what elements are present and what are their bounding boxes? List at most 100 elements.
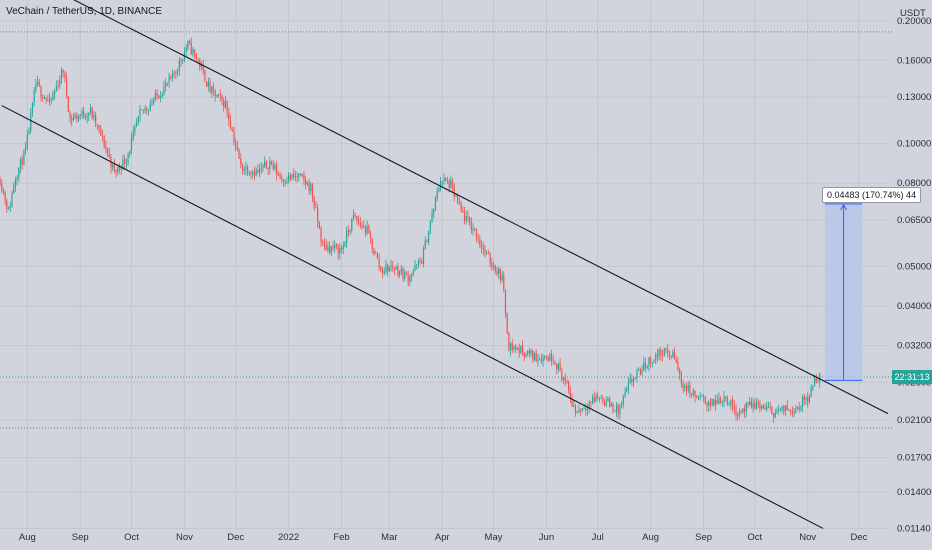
candle-down	[759, 403, 761, 409]
candle-up	[216, 94, 218, 97]
candle-up	[255, 169, 257, 176]
trendlines[interactable]	[1, 0, 889, 529]
price-tick-label: 0.01140	[897, 523, 931, 534]
price-tick-label: 0.08000	[897, 178, 931, 189]
candle-down	[421, 261, 423, 264]
candle-up	[813, 378, 816, 386]
grid	[0, 0, 888, 530]
candle-down	[202, 65, 204, 71]
candle-up	[498, 269, 500, 275]
candle-down	[445, 178, 447, 181]
time-tick-label: May	[485, 532, 503, 543]
candle-up	[533, 352, 536, 360]
candle-down	[305, 180, 307, 185]
candle-down	[568, 382, 570, 391]
candle-down	[270, 161, 273, 165]
upper-channel-trendline[interactable]	[67, 0, 889, 415]
candle-up	[450, 180, 452, 188]
price-tick-label: 0.20000	[897, 16, 931, 27]
candle-down	[340, 248, 343, 250]
candle-down	[733, 406, 735, 410]
candle-down	[639, 369, 641, 375]
candle-up	[52, 93, 54, 100]
candle-down	[791, 410, 793, 414]
candle-down	[320, 228, 322, 242]
candle-up	[14, 179, 16, 188]
candle-up	[527, 350, 529, 355]
candle-down	[272, 164, 274, 169]
candle-down	[460, 203, 462, 211]
candle-up	[684, 385, 686, 389]
candle-down	[226, 101, 228, 113]
candle-down	[504, 289, 507, 314]
symbol-title[interactable]: VeChain / TetherUS, 1D, BINANCE	[6, 6, 162, 17]
candle-up	[258, 168, 261, 173]
candle-up	[429, 222, 431, 231]
candle-down	[356, 216, 358, 221]
candle-up	[159, 96, 162, 99]
candle-down	[303, 175, 305, 181]
candle-down	[511, 343, 513, 350]
candle-up	[655, 354, 657, 360]
candle-up	[692, 390, 694, 395]
candle-down	[673, 352, 676, 360]
candle-down	[735, 409, 737, 416]
candle-down	[405, 272, 408, 275]
candle-down	[223, 99, 225, 108]
time-tick-label: Sep	[695, 532, 712, 543]
candle-down	[325, 244, 327, 251]
candle-down	[250, 173, 252, 175]
lower-channel-trendline[interactable]	[1, 105, 824, 529]
candle-down	[120, 168, 122, 170]
candle-down	[381, 269, 384, 273]
candle-up	[646, 366, 648, 368]
candle-up	[544, 356, 546, 358]
candle-up	[501, 275, 503, 280]
candle-up	[344, 243, 346, 246]
candle-up	[26, 134, 28, 148]
candle-down	[375, 253, 377, 255]
candle-down	[359, 221, 361, 225]
measure-tool[interactable]	[824, 203, 863, 381]
time-tick-label: Dec	[227, 532, 244, 543]
candle-up	[749, 401, 751, 405]
candle-down	[740, 411, 742, 412]
candle-up	[330, 245, 332, 253]
candle-down	[195, 53, 197, 59]
candle-down	[552, 360, 554, 362]
candle-down	[702, 395, 705, 397]
candle-up	[615, 405, 618, 412]
candle-down	[257, 169, 259, 173]
candle-up	[516, 347, 519, 350]
candle-up	[607, 398, 609, 402]
candle-up	[151, 103, 153, 105]
candle-down	[689, 384, 691, 395]
candle-down	[426, 240, 428, 243]
candle-down	[113, 164, 116, 171]
candle-up	[443, 178, 445, 181]
candle-down	[281, 177, 283, 180]
candle-down	[477, 238, 479, 241]
candle-up	[93, 115, 95, 118]
price-tick-label: 0.16000	[897, 55, 931, 66]
candle-up	[252, 171, 254, 175]
candle-down	[713, 398, 715, 406]
candle-up	[663, 348, 665, 356]
candle-down	[706, 403, 708, 406]
candle-up	[812, 385, 814, 388]
candle-down	[535, 352, 537, 361]
candle-down	[593, 397, 595, 402]
candle-up	[130, 138, 133, 151]
candle-down	[190, 42, 192, 55]
candle-down	[559, 363, 561, 371]
candle-up	[23, 150, 25, 165]
candle-down	[335, 244, 338, 246]
candle-down	[276, 165, 278, 175]
candle-up	[766, 406, 768, 410]
candle-down	[807, 397, 809, 402]
price-tick-label: 0.06500	[897, 215, 931, 226]
candle-up	[578, 410, 580, 413]
candle-down	[725, 396, 727, 399]
